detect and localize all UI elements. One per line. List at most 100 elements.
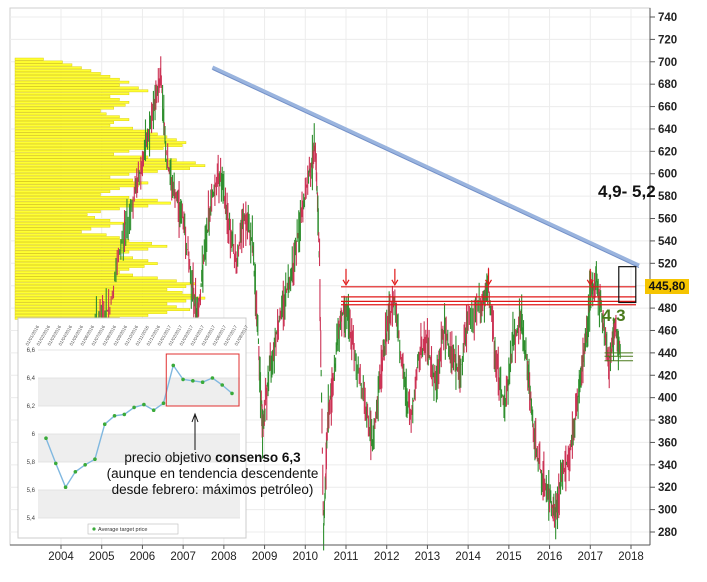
inset-y-tick-label: 5,6 <box>27 488 36 494</box>
volume-bar <box>14 230 82 234</box>
x-tick-label: 2009 <box>252 551 278 563</box>
y-tick-label: 620 <box>658 146 677 158</box>
volume-bar <box>14 282 196 286</box>
volume-bar <box>14 100 130 104</box>
resistance-arrowhead <box>484 279 493 286</box>
x-tick-label: 2013 <box>415 551 441 563</box>
volume-bar <box>14 112 107 116</box>
y-tick-label: 320 <box>658 482 677 494</box>
volume-bar <box>14 178 134 182</box>
volume-bar <box>14 77 120 81</box>
inset-y-tick-label: 6,6 <box>27 348 36 354</box>
x-tick-label: 2004 <box>48 551 74 563</box>
inset-point <box>200 380 205 385</box>
volume-bar <box>14 158 177 162</box>
volume-bar <box>14 80 130 84</box>
inset-legend-label: Average target price <box>98 527 147 533</box>
inset-point <box>191 379 195 383</box>
x-tick-label: 2014 <box>455 551 481 563</box>
level-lines <box>211 65 640 362</box>
volume-bar <box>14 279 177 283</box>
upper-target-label: 4,9- 5,2 <box>598 182 656 201</box>
x-tick-label: 2006 <box>130 551 156 563</box>
inset-point <box>132 405 136 410</box>
y-tick-label: 420 <box>658 370 677 382</box>
volume-bar <box>14 276 158 280</box>
y-tick-label: 520 <box>658 258 677 270</box>
volume-bar <box>14 121 115 124</box>
volume-bar <box>14 262 158 265</box>
volume-bar <box>14 109 101 113</box>
volume-bar <box>14 195 130 199</box>
resistance-arrowhead <box>342 279 350 286</box>
volume-bar <box>14 256 134 260</box>
volume-bar <box>14 69 92 72</box>
volume-bar <box>14 293 196 297</box>
y-tick-label: 460 <box>658 325 677 337</box>
volume-bar <box>14 149 130 153</box>
volume-bar <box>14 250 130 254</box>
volume-bar <box>14 273 134 277</box>
volume-bar <box>14 207 120 211</box>
volume-bar <box>14 98 120 101</box>
inset-band <box>38 490 240 518</box>
inset-point <box>171 363 176 368</box>
inset-point <box>102 422 107 427</box>
lower-target-label: 4,3 <box>602 306 626 325</box>
volume-bar <box>14 305 177 309</box>
volume-bar <box>14 86 139 90</box>
inset-chart: 01/01/201601/02/201601/03/201601/04/2016… <box>17 317 249 539</box>
price-series <box>70 56 621 551</box>
y-tick-label: 640 <box>658 124 677 136</box>
x-tick-label: 2012 <box>374 551 400 563</box>
volume-bar <box>14 115 120 119</box>
volume-bar <box>14 75 111 78</box>
volume-bar <box>14 219 111 222</box>
inset-point <box>93 457 97 462</box>
y-tick-label: 440 <box>658 348 677 360</box>
inset-point <box>73 470 78 474</box>
x-tick-label: 2015 <box>496 551 522 563</box>
inset-point <box>53 461 58 466</box>
volume-bar <box>14 265 145 268</box>
volume-bar <box>14 83 120 87</box>
inset-legend-frame <box>87 523 179 535</box>
volume-bar <box>14 118 130 121</box>
x-tick-label: 2005 <box>89 551 115 563</box>
x-tick-label: 2011 <box>334 551 359 563</box>
volume-bar <box>14 170 158 173</box>
volume-bar <box>14 270 120 274</box>
y-tick-label: 700 <box>658 57 677 69</box>
volume-bar <box>14 72 101 75</box>
volume-bar <box>14 147 164 150</box>
volume-bar <box>14 247 149 251</box>
volume-bar <box>14 239 130 242</box>
volume-bar <box>14 253 120 257</box>
volume-bar <box>14 161 196 165</box>
y-tick-label: 720 <box>658 34 677 46</box>
y-tick-label: 600 <box>658 169 677 181</box>
consensus-text-bold: consenso 6,3 <box>215 450 301 465</box>
y-tick-label: 540 <box>658 236 677 248</box>
volume-bar <box>14 184 139 188</box>
volume-bar <box>14 210 101 214</box>
trendline <box>211 65 640 268</box>
volume-bar <box>14 244 168 248</box>
inset-highlight-box <box>165 353 240 407</box>
y-tick-label: 340 <box>658 460 677 472</box>
inset-point <box>151 408 156 413</box>
volume-bar <box>14 213 88 216</box>
resistance-arrowhead <box>391 279 399 286</box>
y-tick-label: 660 <box>658 102 677 114</box>
volume-bar <box>14 285 187 288</box>
volume-bar <box>14 175 111 179</box>
volume-bar <box>14 236 120 239</box>
volume-bar <box>14 267 130 271</box>
volume-bar <box>14 124 111 127</box>
volume-bar <box>14 216 96 219</box>
inset-point <box>142 402 146 407</box>
volume-bar <box>14 172 130 176</box>
target-box <box>618 266 637 304</box>
